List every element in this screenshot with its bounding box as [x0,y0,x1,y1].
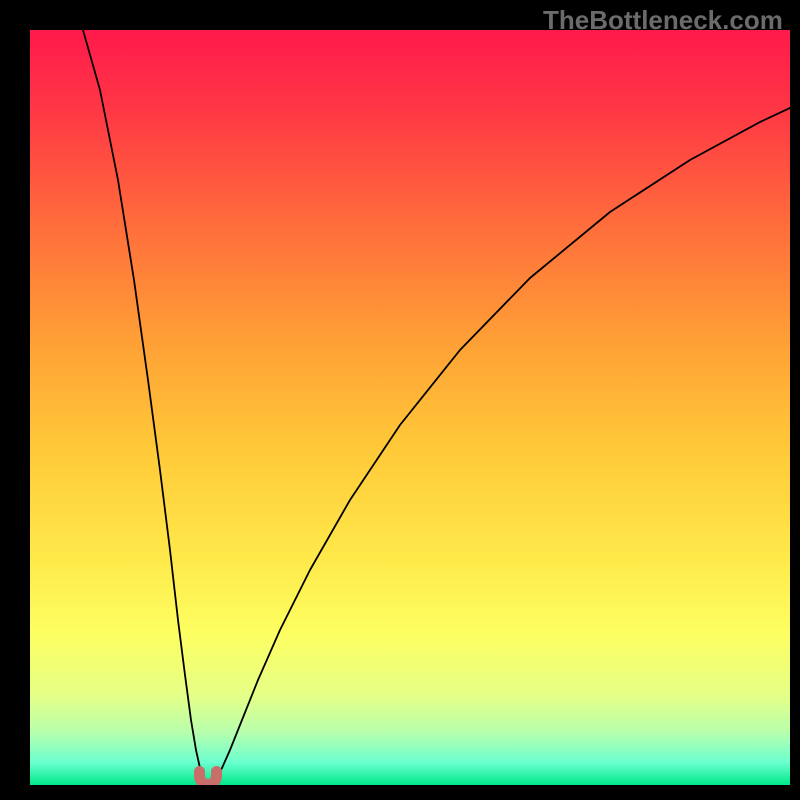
bottleneck-curve [83,30,790,782]
plot-area [30,30,790,785]
chart-frame: TheBottleneck.com [0,0,800,800]
curve-layer [30,30,790,785]
watermark-text: TheBottleneck.com [543,5,783,36]
